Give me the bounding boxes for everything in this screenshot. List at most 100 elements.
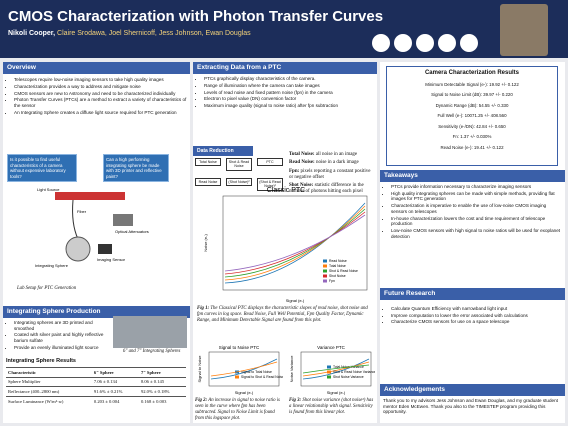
term: Read Noise: noise in a dark image [289, 160, 375, 166]
y-axis-label: Noise Variance [289, 355, 294, 383]
bullet: Levels of read noise and fixed pattern n… [204, 90, 375, 96]
result-line: Fn: 1.37 +/- 0.030% [452, 134, 492, 139]
term-def: statistic difference in the number of ph… [289, 183, 364, 195]
diagram-label: Integrating Sphere [35, 263, 69, 268]
bullet: Maximum image quality (signal to noise r… [204, 103, 375, 109]
caption: 6" and 7" Integrating Spheres [123, 349, 181, 354]
flow-box: Read Noise [195, 178, 221, 187]
light-source [55, 192, 125, 200]
title: CMOS Characterization with Photon Transf… [8, 8, 384, 25]
bullet: Low-noise CMOS sensors with high signal … [391, 228, 562, 239]
legend-swatch [323, 279, 327, 283]
table-cell: 7.06 ± 0.134 [91, 376, 139, 387]
result-line: Dynamic Range (dB): 54.55 +/- 0.330 [435, 102, 509, 108]
bullet: Calculate Quantum Efficiency with narrow… [391, 306, 562, 312]
term-def: all noise in an image [315, 152, 358, 157]
diagram-label: Fiber [77, 209, 87, 214]
sphere [65, 236, 91, 262]
fiber [72, 199, 79, 240]
lab-diagram: Light Source Fiber Optical Attenuators I… [35, 187, 149, 268]
figure: Signal to Noise PTC Signal (e-) Signal to … [197, 345, 283, 395]
caption-text: The Classical PTC displays the character… [197, 306, 368, 323]
flow-box: (Shot Noise)² [226, 178, 252, 187]
x-axis-label: Signal (e-) [286, 298, 305, 303]
bullet-list: Integrating spheres are 3D printed and s… [5, 320, 105, 352]
bullet: Coated with silver paint and highly refl… [14, 332, 105, 343]
section-heading: Acknowledgements [380, 384, 565, 397]
table-cell: 0.168 ± 0.003 [138, 396, 186, 406]
question-box: Is it possible to find useful characteri… [7, 154, 77, 182]
table-header: 7" Sphere [138, 367, 186, 378]
bullet: Characterization provides a way to addre… [14, 84, 188, 90]
curve [210, 358, 278, 380]
term: Fpn: pixels reporting a constant positiv… [289, 169, 375, 182]
legend-swatch [323, 269, 327, 273]
bullet: Electron to pixel value (DN) conversion … [204, 96, 375, 102]
table: Characteristic 6" Sphere 7" Sphere Sphere M… [6, 367, 186, 406]
results-box: Camera Characterization Results Minimum … [386, 66, 558, 166]
section-heading: Overview [3, 62, 190, 75]
ack-text: Thank you to my advisors Jess Johnson an… [383, 398, 558, 415]
caption-text: An increase in signal to noise ratio is … [195, 398, 280, 421]
x-axis-label: Signal (e-) [327, 390, 346, 395]
logo [460, 34, 478, 52]
sphere-photo [113, 316, 187, 348]
term: Total Noise: all noise in an image [289, 152, 375, 158]
caption: Lab Setup for PTC Generation [17, 286, 77, 291]
box-title: Camera Characterization Results [424, 70, 520, 76]
table-cell: Surface Luminance (W/m²·sr) [6, 396, 92, 406]
authors: Nikoli Cooper, Claire Srodawa, Joel Sher… [8, 30, 251, 39]
plot-area [208, 351, 280, 387]
term-list: Total Noise: all noise in an image Read N… [289, 152, 375, 198]
bullet: Photon Transfer Curves (PTCs) are a meth… [14, 97, 188, 108]
y-axis-label: Signal to Noise [197, 355, 202, 383]
right-column: Camera Characterization Results Minimum … [380, 62, 565, 423]
curve [302, 364, 370, 374]
table-cell: 92.0% ± 0.18% [138, 386, 186, 397]
section-heading: Future Research [380, 288, 565, 301]
legend-label: Read Noise [329, 259, 347, 263]
y-axis-label: Noise (e-) [203, 234, 208, 252]
bullet: Range of illumination where the camera c… [204, 83, 375, 89]
fig-label: Fig 3: [289, 398, 302, 403]
table-cell: Reflectance (400–2800 nm) [6, 386, 92, 397]
results-table: Characteristic 6" Sphere 7" Sphere Sphere M… [6, 367, 186, 406]
bullet: Characterization is imperative to enable… [391, 203, 562, 214]
fig-label: Fig 1: [197, 306, 210, 311]
table-title: Integrating Sphere Results [6, 358, 76, 364]
caption: Fig 3: Shot noise variance (shot noise²)… [289, 398, 375, 416]
attenuator [113, 214, 133, 226]
coauthors: Claire Srodawa, Joel Shernicoff, Jess Jo… [57, 30, 251, 37]
section-heading: Extracting Data from a PTC [193, 62, 377, 75]
result-lines: Minimum Detectable Signal (e-): 19.92 +/… [387, 82, 557, 151]
table-cell: Sphere Multiplier [6, 376, 92, 387]
term-name: Shot Noise: [289, 183, 314, 188]
legend-label: Shot Noise Variance [333, 375, 364, 379]
curve [224, 214, 366, 272]
middle-column: Extracting Data from a PTC PTCs graphica… [193, 62, 377, 423]
legend-label: Fpn [329, 279, 335, 283]
legend-swatch [323, 259, 327, 263]
table-cell: 0.203 ± 0.004 [91, 396, 139, 406]
term-name: Total Noise: [289, 152, 315, 157]
table-cell: 91.6% ± 0.21% [91, 386, 139, 397]
legend-swatch [235, 375, 239, 379]
x-axis-label: Signal (e-) [235, 390, 254, 395]
curve [210, 361, 278, 377]
curve [224, 208, 366, 278]
bullet: Improve computation to lower the error a… [391, 313, 562, 319]
flow-box: PTC [257, 158, 283, 167]
table-header: Characteristic [6, 367, 92, 378]
plot-title: Classic PTC [267, 187, 306, 194]
legend-swatch [327, 375, 331, 379]
caption-text: Shot noise variance (shot noise²) has a … [289, 398, 374, 415]
flow-diagram: Total Noise Shot & Read Noise PTC Read Nois… [195, 158, 285, 200]
table-row: Sphere Multiplier 7.06 ± 0.134 8.06 ± 0.14… [6, 376, 186, 387]
bullet-list: PTCs provide information necessary to ch… [382, 184, 562, 241]
legend-label: Shot & Read Noise Variance [333, 370, 375, 374]
bullet: High quality integrating spheres can be … [391, 191, 562, 202]
logo [416, 34, 434, 52]
result-line: Read Noise (e-): 19.41 +/- 0.122 [440, 144, 504, 150]
left-column: Overview Telescopes require low-noise im… [3, 62, 190, 423]
